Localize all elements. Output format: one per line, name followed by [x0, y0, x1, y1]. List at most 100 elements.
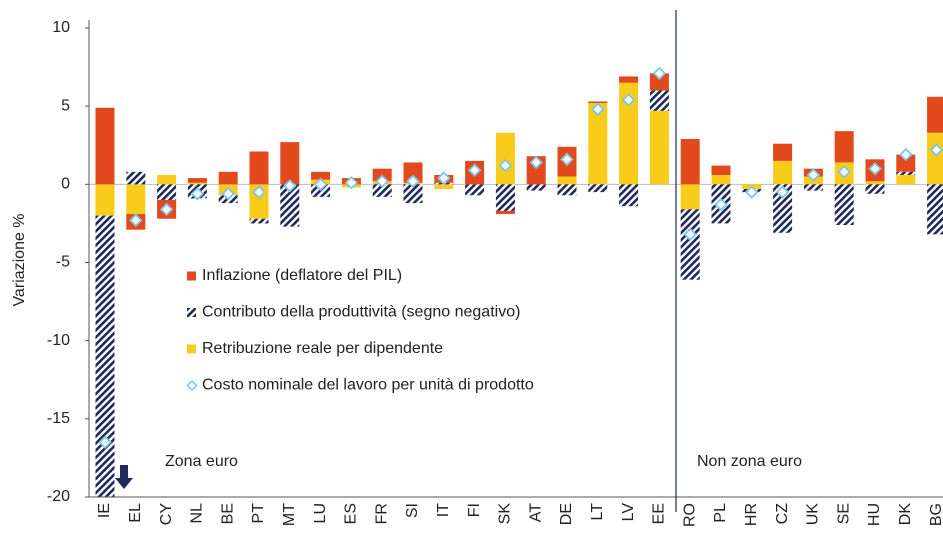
bar-segment: [280, 142, 300, 185]
bar-segment: [95, 215, 115, 497]
ulc-marker: [868, 161, 882, 176]
y-tick-label: -10: [47, 332, 70, 349]
x-tick-label: AT: [527, 503, 544, 522]
annotation: Non zona euro: [697, 453, 802, 470]
x-tick-label: NL: [189, 503, 206, 524]
ulc-marker: [560, 152, 574, 167]
bar-segment: [619, 76, 639, 83]
ulc-marker: [221, 186, 235, 201]
legend-label: Retribuzione reale per dipendente: [202, 340, 443, 357]
bar-segment: [588, 103, 608, 185]
x-tick-label: HR: [743, 503, 760, 526]
ulc-marker: [252, 185, 266, 199]
x-tick-label: BE: [219, 503, 236, 524]
bar-segment: [711, 174, 731, 185]
bar-segment: [773, 184, 793, 233]
bar-segment: [773, 143, 793, 161]
bar-segment: [619, 184, 639, 207]
ulc-marker: [529, 155, 543, 170]
x-tick-label: UK: [805, 503, 822, 526]
arrow-down: [115, 465, 133, 489]
ulc-marker: [683, 227, 697, 242]
bar-segment: [834, 131, 854, 163]
ulc-marker: [652, 66, 667, 81]
x-tick-label: IE: [96, 503, 113, 518]
x-tick-label: LT: [589, 503, 606, 521]
bar-segment: [526, 184, 546, 191]
ulc-marker: [313, 177, 328, 192]
bar-segment: [865, 184, 885, 194]
bar-segment: [927, 132, 943, 185]
x-tick-label: EE: [651, 503, 668, 524]
bar-segment: [773, 160, 793, 185]
bar-segment: [588, 101, 608, 104]
bar-segment: [865, 181, 885, 185]
y-tick-label: 0: [61, 176, 70, 193]
ulc-marker: [621, 93, 636, 107]
x-tick-label: EL: [127, 503, 144, 523]
ulc-marker: [159, 202, 174, 217]
ulc-marker: [190, 186, 205, 201]
x-tick-label: HU: [866, 503, 883, 526]
legend-marker: [187, 271, 196, 281]
bar-segment: [95, 107, 115, 185]
bar-segment: [896, 174, 916, 185]
bar-segment: [588, 184, 608, 193]
x-tick-label: CY: [158, 503, 175, 526]
x-tick-label: DE: [558, 503, 575, 525]
bar-segment: [218, 171, 238, 185]
x-tick-label: IT: [435, 503, 452, 517]
bar-segment: [834, 184, 854, 225]
bar-segment: [157, 184, 177, 200]
bar-segment: [465, 184, 485, 196]
x-tick-label: LU: [312, 503, 329, 523]
legend-marker: [186, 379, 198, 392]
x-tick-label: DK: [897, 503, 914, 526]
bar-segment: [187, 182, 207, 185]
bar-segment: [649, 90, 669, 111]
y-tick-label: -20: [47, 488, 70, 505]
bar-segment: [495, 132, 515, 185]
ulc-marker: [899, 147, 913, 162]
x-tick-label: BG: [928, 503, 943, 526]
ulc-marker: [375, 174, 389, 188]
x-tick-label: PT: [250, 503, 267, 524]
x-tick-label: ES: [343, 503, 360, 524]
ulc-marker: [437, 171, 451, 185]
x-tick-label: MT: [281, 503, 298, 526]
bar-segment: [803, 184, 823, 191]
bar-segment: [927, 96, 943, 133]
bar-segment: [495, 210, 515, 215]
bar-segment: [557, 176, 577, 185]
ulc-marker: [745, 185, 759, 199]
bar-segment: [619, 82, 639, 185]
ulc-marker: [929, 143, 943, 157]
legend-label: Costo nominale del lavoro per unità di p…: [202, 377, 534, 394]
ulc-marker: [406, 174, 420, 188]
x-tick-label: FI: [466, 503, 483, 517]
x-tick-label: RO: [681, 503, 698, 527]
x-tick-label: PL: [712, 503, 729, 523]
bar-segment: [187, 178, 207, 183]
bar-segment: [157, 174, 177, 185]
bar-segment: [896, 171, 916, 175]
bar-segment: [649, 73, 669, 91]
bar-segment: [495, 184, 515, 211]
y-tick-label: 5: [61, 97, 70, 114]
x-tick-label: CZ: [774, 503, 791, 525]
bar-segment: [680, 138, 700, 185]
ulc-marker: [467, 163, 482, 178]
y-tick-label: -5: [56, 254, 70, 271]
bar-segment: [434, 184, 454, 190]
ulc-marker: [344, 175, 359, 190]
x-tick-label: FR: [373, 503, 390, 524]
bar-segment: [372, 184, 392, 197]
bar-segment: [680, 209, 700, 280]
legend-label: Inflazione (deflatore del PIL): [202, 267, 402, 284]
bar-segment: [557, 184, 577, 196]
y-tick-label: 10: [52, 19, 70, 36]
x-tick-label: SK: [497, 503, 514, 525]
bar-segment: [649, 110, 669, 185]
bar-segment: [95, 184, 115, 216]
